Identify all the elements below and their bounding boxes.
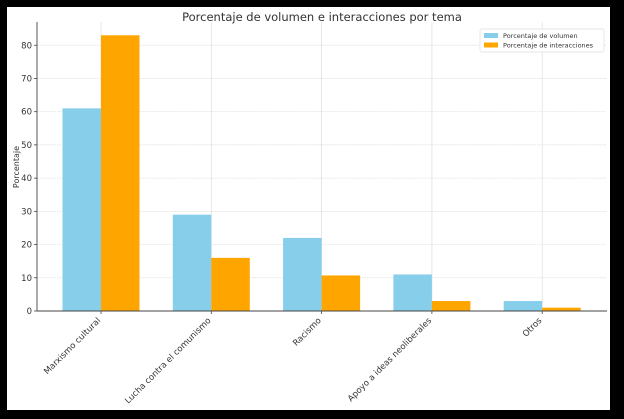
chart-title: Porcentaje de volumen e interacciones po… — [182, 10, 462, 24]
y-axis-label: Porcentaje — [12, 146, 21, 188]
legend-swatch — [484, 42, 498, 48]
bar-interacciones — [211, 257, 250, 311]
x-tick-label: Marxismo cultural — [42, 316, 103, 377]
bar-volumen — [283, 237, 322, 311]
y-tick-label: 10 — [21, 274, 32, 284]
x-tick-label: Otros — [521, 316, 545, 340]
y-tick-label: 40 — [21, 174, 32, 184]
legend-label: Porcentaje de interacciones — [503, 42, 594, 50]
legend-label: Porcentaje de volumen — [503, 32, 578, 40]
bar-volumen — [503, 301, 543, 311]
x-tick-label: Racismo — [291, 316, 323, 348]
y-tick-label: 0 — [27, 307, 32, 317]
bar-interacciones — [101, 35, 140, 312]
y-tick-label: 70 — [21, 74, 32, 84]
bar-volumen — [62, 108, 101, 311]
y-tick-label: 80 — [21, 41, 32, 51]
bar-interacciones — [321, 275, 361, 311]
bar-interacciones — [431, 301, 471, 311]
x-tick-label: Apoyo a ideas neoliberales — [346, 316, 434, 404]
y-tick-label: 60 — [21, 108, 32, 118]
legend-swatch — [484, 33, 498, 38]
bar-volumen — [172, 214, 212, 311]
bar-interacciones — [542, 307, 581, 311]
y-tick-label: 30 — [21, 207, 32, 217]
legend: Porcentaje de volumen Porcentaje de inter… — [479, 28, 605, 53]
legend-box — [479, 28, 605, 53]
y-tick-label: 50 — [21, 141, 32, 151]
x-tick-label: Lucha contra el comunismo — [123, 316, 213, 406]
bar-volumen — [393, 274, 432, 311]
y-tick-label: 20 — [21, 241, 32, 251]
